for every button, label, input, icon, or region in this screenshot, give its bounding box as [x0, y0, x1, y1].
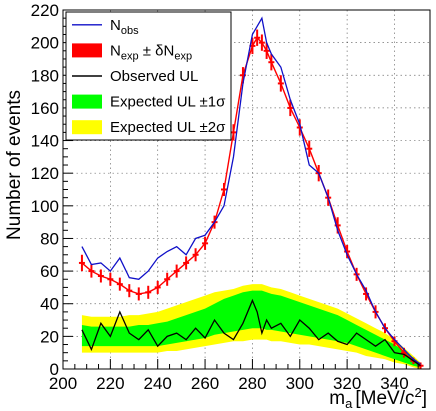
y-tick-label: 220: [31, 1, 59, 20]
y-axis: 0 20 40 60 80 100 120 140 160 180 200 220: [31, 1, 73, 379]
y-tick-label: 100: [31, 197, 59, 216]
legend-text-after: ± δN: [139, 42, 175, 59]
legend-swatch-band2: [72, 120, 102, 135]
legend-text-sub2: exp: [174, 50, 192, 62]
observed-events-series: [81, 16, 421, 365]
x-tick-label: 200: [49, 374, 77, 393]
legend-text-sub: exp: [121, 50, 139, 62]
x-axis-title-units: [MeV/c: [355, 388, 414, 409]
x-tick-label: 320: [333, 374, 361, 393]
y-tick-label: 60: [40, 262, 59, 281]
legend-text-main: Expected UL ±1σ: [110, 94, 226, 111]
x-tick-label: 220: [96, 374, 124, 393]
x-axis-title-main: m: [329, 388, 345, 409]
x-tick-label: 240: [144, 374, 172, 393]
x-axis: 200 220 240 260 280 300 320 340: [49, 359, 431, 393]
y-tick-label: 0: [50, 360, 59, 379]
x-axis-title-sub: a: [345, 396, 353, 411]
legend-label-ul: Observed UL: [110, 68, 198, 85]
y-tick-label: 40: [40, 295, 59, 314]
expected-ul-1sigma-band: [81, 290, 421, 368]
y-tick-label: 160: [31, 99, 59, 118]
y-tick-label: 200: [31, 34, 59, 53]
x-tick-label: 260: [191, 374, 219, 393]
legend-text-main: Observed UL: [110, 68, 198, 85]
x-tick-label: 340: [380, 374, 408, 393]
x-tick-label: 280: [238, 374, 266, 393]
band-1sigma-area: [81, 290, 421, 368]
legend-text-sub: obs: [121, 25, 139, 37]
legend-swatch-exp: [72, 43, 102, 58]
y-tick-label: 180: [31, 66, 59, 85]
legend-text-main: N: [110, 42, 121, 59]
legend-label-band2: Expected UL ±2σ: [110, 119, 226, 136]
legend-label-band1: Expected UL ±1σ: [110, 94, 226, 111]
observed-ul-line: [81, 298, 421, 367]
legend-text-main: Expected UL ±2σ: [110, 119, 226, 136]
y-tick-label: 80: [40, 229, 59, 248]
y-axis-title: Number of events: [4, 90, 25, 240]
y-tick-label: 120: [31, 164, 59, 183]
y-tick-label: 20: [40, 327, 59, 346]
observed-events-line: [81, 16, 421, 365]
observed-ul-series: [81, 298, 421, 367]
x-tick-label: 300: [286, 374, 314, 393]
legend-label-obs: Nobs: [110, 17, 139, 37]
expected-events-series: [78, 29, 424, 369]
legend-text-main: N: [110, 17, 121, 34]
x-axis-title-close: ]: [422, 388, 427, 409]
x-axis-title: ma [MeV/c2]: [329, 385, 427, 411]
y-tick-label: 140: [31, 132, 59, 151]
legend-swatch-band1: [72, 94, 102, 109]
legend-label-exp: Nexp ± δNexp: [110, 42, 192, 62]
x-axis-title-sup: 2: [414, 385, 421, 400]
